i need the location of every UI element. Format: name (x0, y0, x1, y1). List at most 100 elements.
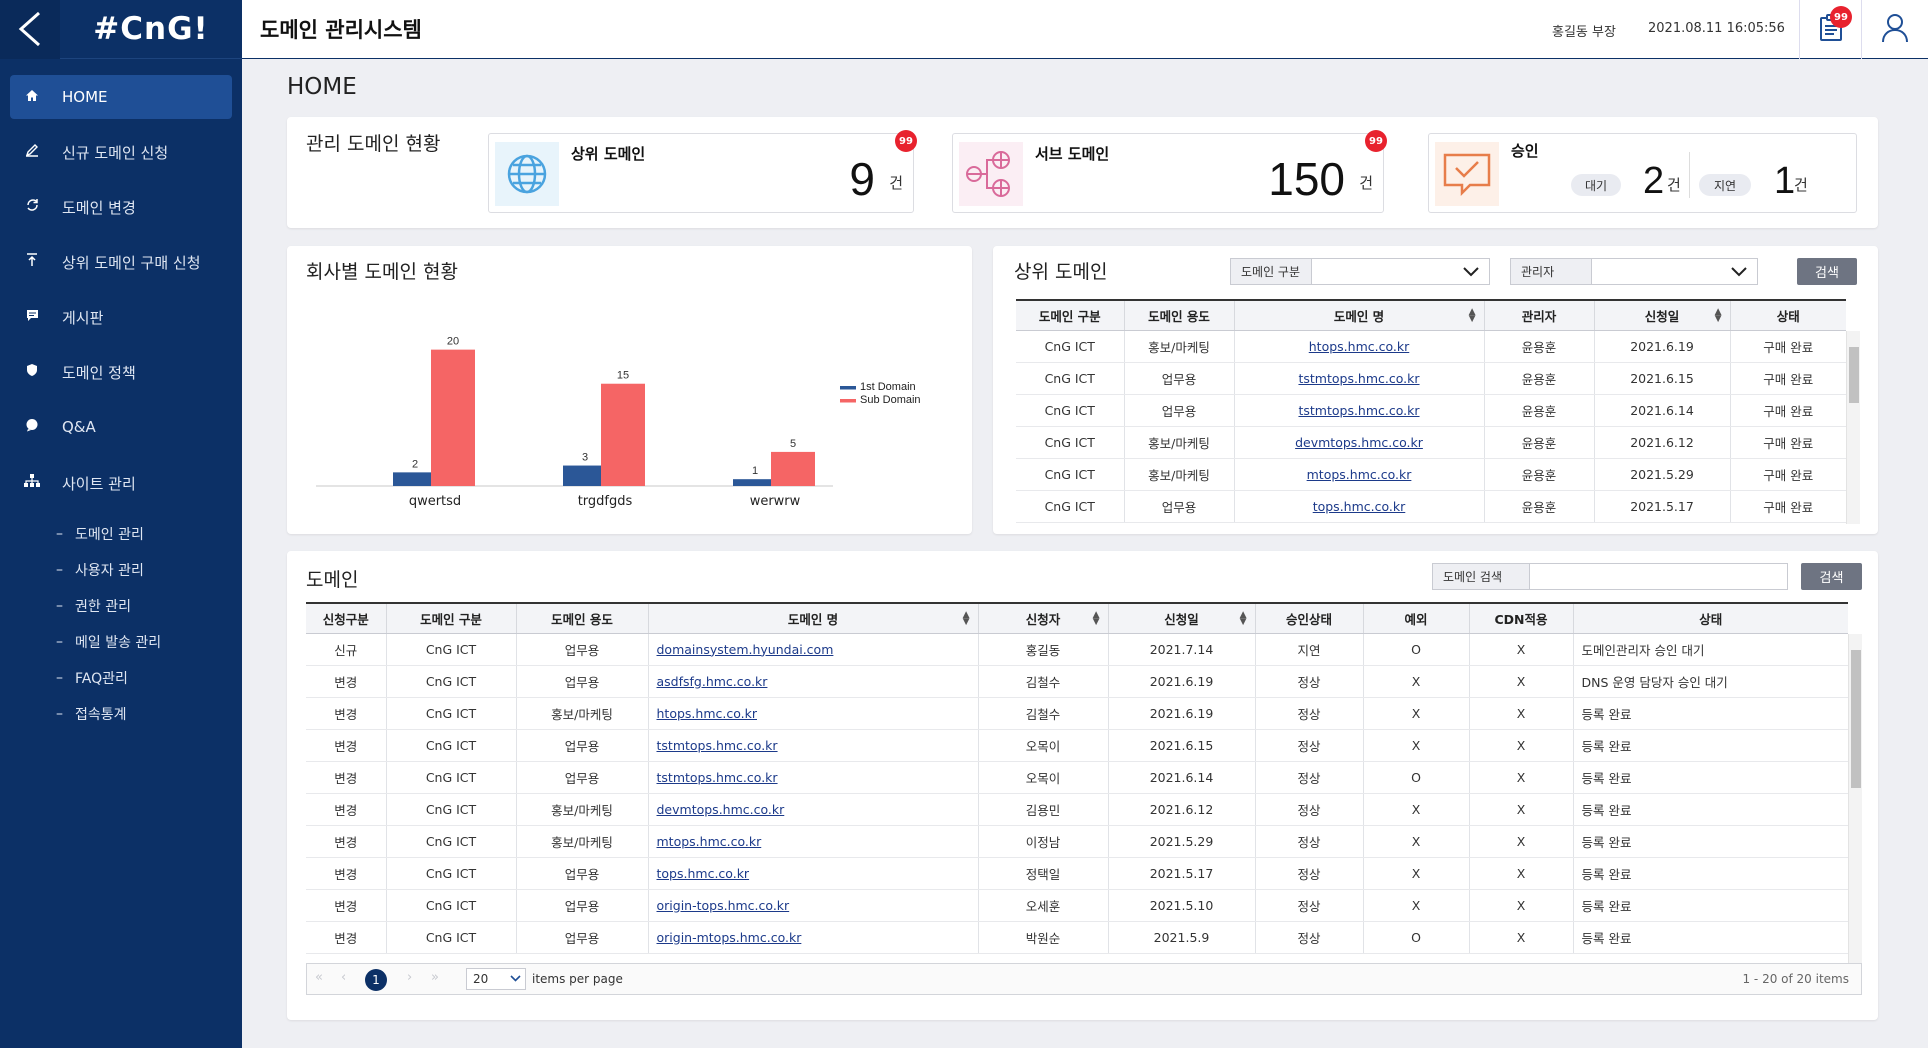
domain-link[interactable]: htops.hmc.co.kr (656, 705, 758, 721)
table-cell: 이정남 (977, 825, 1108, 858)
scroll-thumb[interactable] (1849, 347, 1859, 403)
sub-domain-unit: 건 (1359, 174, 1373, 192)
domain-search-input[interactable] (1529, 563, 1788, 590)
domain-title: 도메인 (306, 569, 359, 591)
top-domain-scrollbar[interactable] (1846, 331, 1860, 524)
column-header[interactable]: 도메인 명 ▲ ▼ (647, 602, 978, 634)
top-domain-stat[interactable]: 상위 도메인 9 건 99 (488, 130, 917, 213)
domain-link[interactable]: tstmtops.hmc.co.kr (656, 737, 778, 753)
domain-link[interactable]: mtops.hmc.co.kr (1306, 466, 1412, 482)
table-cell: 2021.5.29 (1107, 825, 1255, 858)
chevron-left-icon[interactable] (0, 0, 60, 59)
table-row[interactable]: 변경 CnG ICT 홍보/마케팅 mtops.hmc.co.kr 이정남 2021.5.… (306, 825, 1848, 858)
sub-domain-count: 150 (1268, 153, 1345, 205)
table-row[interactable]: CnG ICT 업무용 tstmtops.hmc.co.kr 윤용훈 2021.6.14… (1016, 394, 1846, 427)
sidebar-item-home[interactable]: HOME (10, 75, 232, 119)
domain-link[interactable]: devmtops.hmc.co.kr (1295, 434, 1423, 450)
sidebar-item-domain-policy[interactable]: 도메인 정책 (10, 350, 232, 394)
domain-link[interactable]: origin-mtops.hmc.co.kr (656, 929, 802, 945)
table-cell: CnG ICT (385, 633, 516, 666)
table-row[interactable]: 변경 CnG ICT 업무용 origin-tops.hmc.co.kr 오세훈 2021… (306, 889, 1848, 922)
sidebar-item-qna[interactable]: Q&A (10, 405, 232, 449)
domain-link[interactable]: asdfsfg.hmc.co.kr (656, 673, 768, 689)
table-row[interactable]: 변경 CnG ICT 홍보/마케팅 devmtops.hmc.co.kr 김용민 2021… (306, 793, 1848, 826)
column-header: 상태 (1572, 602, 1848, 634)
sidebar-item-site-admin[interactable]: 사이트 관리 (10, 461, 232, 505)
logo[interactable]: #CnG! (93, 11, 209, 47)
table-row[interactable]: 변경 CnG ICT 업무용 tstmtops.hmc.co.kr 오목이 2021.6.… (306, 729, 1848, 762)
dash-icon: – (56, 598, 63, 614)
domain-link[interactable]: tops.hmc.co.kr (656, 865, 750, 881)
bar-data-label: 1 (752, 465, 758, 477)
domain-search-button[interactable]: 검색 (1801, 563, 1862, 590)
table-row[interactable]: 변경 CnG ICT 업무용 asdfsfg.hmc.co.kr 김철수 2021.6.1… (306, 665, 1848, 698)
column-header[interactable]: 신청일 ▲ ▼ (1107, 602, 1255, 634)
scroll-thumb[interactable] (1851, 650, 1861, 788)
table-cell: 2021.5.10 (1107, 889, 1255, 922)
sidebar-subitem-user-admin[interactable]: – 사용자 관리 (0, 552, 242, 588)
domain-link[interactable]: domainsystem.hyundai.com (656, 641, 834, 657)
domain-scrollbar[interactable] (1848, 634, 1862, 967)
domain-link[interactable]: mtops.hmc.co.kr (656, 833, 762, 849)
table-cell: 2021.6.19 (1107, 665, 1255, 698)
sidebar-subitem-access-stats[interactable]: – 접속통계 (0, 696, 242, 732)
approval-stat[interactable]: 승인 대기 2 건 지연 1 건 (1428, 133, 1857, 213)
legend-entry: Sub Domain (860, 394, 921, 406)
sidebar-subitem-mail-admin[interactable]: – 메일 발송 관리 (0, 624, 242, 660)
notice-button[interactable]: 99 (1799, 0, 1861, 59)
divider (1689, 152, 1690, 198)
table-row[interactable]: CnG ICT 홍보/마케팅 htops.hmc.co.kr 윤용훈 2021.6.19… (1016, 330, 1846, 363)
column-header[interactable]: 신청일 ▲ ▼ (1593, 299, 1730, 331)
page-size-select[interactable]: 20 (466, 968, 526, 990)
table-cell: 김철수 (977, 665, 1108, 698)
sort-icon[interactable]: ▲ ▼ (1468, 307, 1476, 324)
first-page-icon[interactable]: « (315, 970, 323, 985)
table-cell: 정상 (1254, 825, 1363, 858)
last-page-icon[interactable]: » (431, 970, 439, 985)
column-header[interactable]: 도메인 명 ▲ ▼ (1233, 299, 1484, 331)
domain-link[interactable]: htops.hmc.co.kr (1308, 338, 1410, 354)
table-row[interactable]: CnG ICT 업무용 tstmtops.hmc.co.kr 윤용훈 2021.6.15… (1016, 362, 1846, 395)
manager-select[interactable] (1591, 258, 1758, 285)
domain-link[interactable]: tstmtops.hmc.co.kr (1298, 370, 1420, 386)
table-row[interactable]: 변경 CnG ICT 업무용 tstmtops.hmc.co.kr 오목이 2021.6.… (306, 761, 1848, 794)
table-cell: tops.hmc.co.kr (647, 857, 978, 890)
table-cell: X (1468, 857, 1573, 890)
sidebar-subitem-domain-admin[interactable]: – 도메인 관리 (0, 516, 242, 552)
sidebar-subitem-faq-admin[interactable]: – FAQ관리 (0, 660, 242, 696)
sort-icon[interactable]: ▲ ▼ (1092, 610, 1100, 627)
table-row[interactable]: 변경 CnG ICT 업무용 origin-mtops.hmc.co.kr 박원순 202… (306, 921, 1848, 954)
column-header-label: 승인상태 (1285, 611, 1332, 627)
table-row[interactable]: CnG ICT 홍보/마케팅 mtops.hmc.co.kr 윤용훈 2021.5.29… (1016, 458, 1846, 491)
domain-type-select[interactable] (1311, 258, 1490, 285)
table-row[interactable]: CnG ICT 업무용 tops.hmc.co.kr 윤용훈 2021.5.17 구매 완… (1016, 490, 1846, 523)
sort-icon[interactable]: ▲ ▼ (1714, 307, 1722, 324)
sub-domain-stat[interactable]: 서브 도메인 150 건 99 (952, 130, 1387, 213)
table-row[interactable]: 신규 CnG ICT 업무용 domainsystem.hyundai.com 홍길동 2… (306, 633, 1848, 666)
column-header-label: 상태 (1776, 308, 1800, 324)
domain-link[interactable]: tops.hmc.co.kr (1312, 498, 1406, 514)
sidebar-subitem-permission-admin[interactable]: – 권한 관리 (0, 588, 242, 624)
column-header-label: 신청일 (1164, 611, 1199, 627)
table-row[interactable]: 변경 CnG ICT 업무용 tops.hmc.co.kr 정택일 2021.5.17 정상… (306, 857, 1848, 890)
column-header[interactable]: 신청자 ▲ ▼ (977, 602, 1108, 634)
top-domain-search-button[interactable]: 검색 (1797, 258, 1857, 285)
domain-link[interactable]: origin-tops.hmc.co.kr (656, 897, 790, 913)
sidebar-item-board[interactable]: 게시판 (10, 295, 232, 339)
table-row[interactable]: CnG ICT 홍보/마케팅 devmtops.hmc.co.kr 윤용훈 2021.6… (1016, 426, 1846, 459)
sidebar-item-top-domain-purchase[interactable]: 상위 도메인 구매 신청 (10, 240, 232, 284)
domain-link[interactable]: devmtops.hmc.co.kr (656, 801, 785, 817)
next-page-icon[interactable]: › (407, 970, 413, 985)
clock: 2021.08.11 16:05:56 (1648, 21, 1785, 36)
table-row[interactable]: 변경 CnG ICT 홍보/마케팅 htops.hmc.co.kr 김철수 2021.6.… (306, 697, 1848, 730)
prev-page-icon[interactable]: ‹ (341, 970, 347, 985)
sidebar-item-domain-change[interactable]: 도메인 변경 (10, 185, 232, 229)
sidebar-item-new-domain[interactable]: 신규 도메인 신청 (10, 130, 232, 174)
domain-link[interactable]: tstmtops.hmc.co.kr (1298, 402, 1420, 418)
user-profile-button[interactable] (1861, 0, 1928, 59)
sort-icon[interactable]: ▲ ▼ (962, 610, 970, 627)
domain-link[interactable]: tstmtops.hmc.co.kr (656, 769, 778, 785)
page-number-current[interactable]: 1 (365, 969, 387, 991)
sort-icon[interactable]: ▲ ▼ (1239, 610, 1247, 627)
dash-icon: – (56, 670, 63, 686)
